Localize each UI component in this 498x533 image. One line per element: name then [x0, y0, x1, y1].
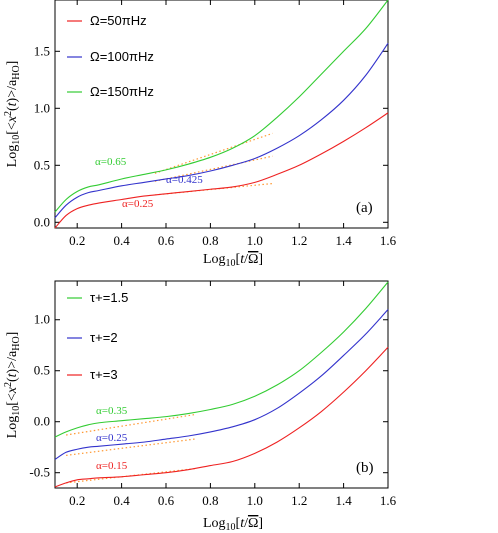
panel-a-fit-lines: [154, 132, 273, 196]
x-tick-label: 1.6: [380, 233, 397, 248]
series-line: [54, 281, 389, 438]
panel-b-ticks: 0.2 0.4 0.6 0.8 1.0 1.2 1.4 1.6 -0.5 0.0 0.5 1.0: [29, 281, 397, 508]
y-tick-label: -0.5: [29, 465, 50, 480]
fit-line: [66, 413, 195, 436]
fit-line: [154, 132, 273, 174]
panel-b: 0.2 0.4 0.6 0.8 1.0 1.2 1.4 1.6 -0.5 0.0 0.5 1.0 τ+…: [3, 280, 397, 533]
panel-a-xlabel: Log10[t/Ω]: [203, 252, 263, 269]
legend-label-tau-2: τ+=2: [90, 330, 118, 345]
x-tick-label: 1.2: [291, 233, 307, 248]
series-line: [54, 112, 389, 229]
y-tick-label: 0.5: [34, 157, 50, 172]
panel-b-ylabel: Log10[<x2(t)>/aHO]: [3, 332, 22, 439]
y-tick-label: 0.0: [34, 414, 50, 429]
panel-a-legend: Ω=50πHz Ω=100πHz Ω=150πHz: [67, 13, 154, 99]
y-tick-label: 1.0: [34, 312, 50, 327]
legend-label-omega-50: Ω=50πHz: [90, 13, 147, 28]
panel-b-fit-lines: [66, 413, 195, 484]
x-tick-label: 0.2: [69, 233, 85, 248]
panel-b-tag: (b): [356, 460, 374, 476]
x-tick-label: 0.8: [202, 233, 218, 248]
panel-a-frame: [54, 0, 389, 229]
legend-label-tau-3: τ+=3: [90, 367, 118, 382]
x-tick-label: 0.4: [113, 233, 130, 248]
slope-label-alpha-035: α=0.35: [96, 405, 128, 417]
panel-a-tag: (a): [356, 200, 373, 216]
legend-label-omega-150: Ω=150πHz: [90, 84, 154, 99]
slope-label-alpha-0425: α=0.425: [166, 174, 203, 186]
panel-a-series: [54, 0, 389, 229]
series-line: [54, 309, 389, 460]
panel-a-ylabel: Log10[<x2(t)>/aHO]: [3, 61, 22, 168]
x-tick-label: 1.6: [380, 493, 397, 508]
y-tick-label: 1.0: [34, 100, 50, 115]
legend-label-omega-100: Ω=100πHz: [90, 49, 154, 64]
series-line: [54, 346, 389, 488]
x-tick-label: 1.0: [247, 233, 263, 248]
series-line: [54, 0, 389, 213]
panel-b-frame: [54, 280, 389, 489]
fit-line: [154, 155, 273, 182]
x-tick-label: 1.0: [247, 493, 263, 508]
panel-a: 0.2 0.4 0.6 0.8 1.0 1.2 1.4 1.6 0.0 0.5 1.0 1.5 Ω=5…: [3, 0, 397, 269]
slope-label-alpha-025: α=0.25: [122, 198, 154, 210]
x-tick-label: 1.4: [335, 233, 352, 248]
y-tick-label: 0.5: [34, 363, 50, 378]
y-tick-label: 1.5: [34, 43, 50, 58]
panel-b-xlabel: Log10[t/Ω]: [203, 516, 263, 533]
y-tick-label: 0.0: [34, 214, 50, 229]
legend-label-tau-15: τ+=1.5: [90, 290, 128, 305]
series-line: [54, 43, 389, 219]
panel-a-ticks: 0.2 0.4 0.6 0.8 1.0 1.2 1.4 1.6 0.0 0.5 1.0 1.5: [34, 0, 397, 248]
x-tick-label: 0.6: [158, 493, 175, 508]
slope-label-alpha-065: α=0.65: [95, 156, 127, 168]
panel-b-series: [54, 281, 389, 488]
slope-label-alpha-015: α=0.15: [96, 460, 128, 472]
x-tick-label: 1.2: [291, 493, 307, 508]
fit-line: [66, 438, 195, 456]
x-tick-label: 0.8: [202, 493, 218, 508]
slope-label-alpha-025b: α=0.25: [96, 432, 128, 444]
x-tick-label: 0.2: [69, 493, 85, 508]
panel-b-legend: τ+=1.5 τ+=2 τ+=3: [67, 290, 128, 382]
x-tick-label: 0.6: [158, 233, 175, 248]
x-tick-label: 1.4: [335, 493, 352, 508]
x-tick-label: 0.4: [113, 493, 130, 508]
